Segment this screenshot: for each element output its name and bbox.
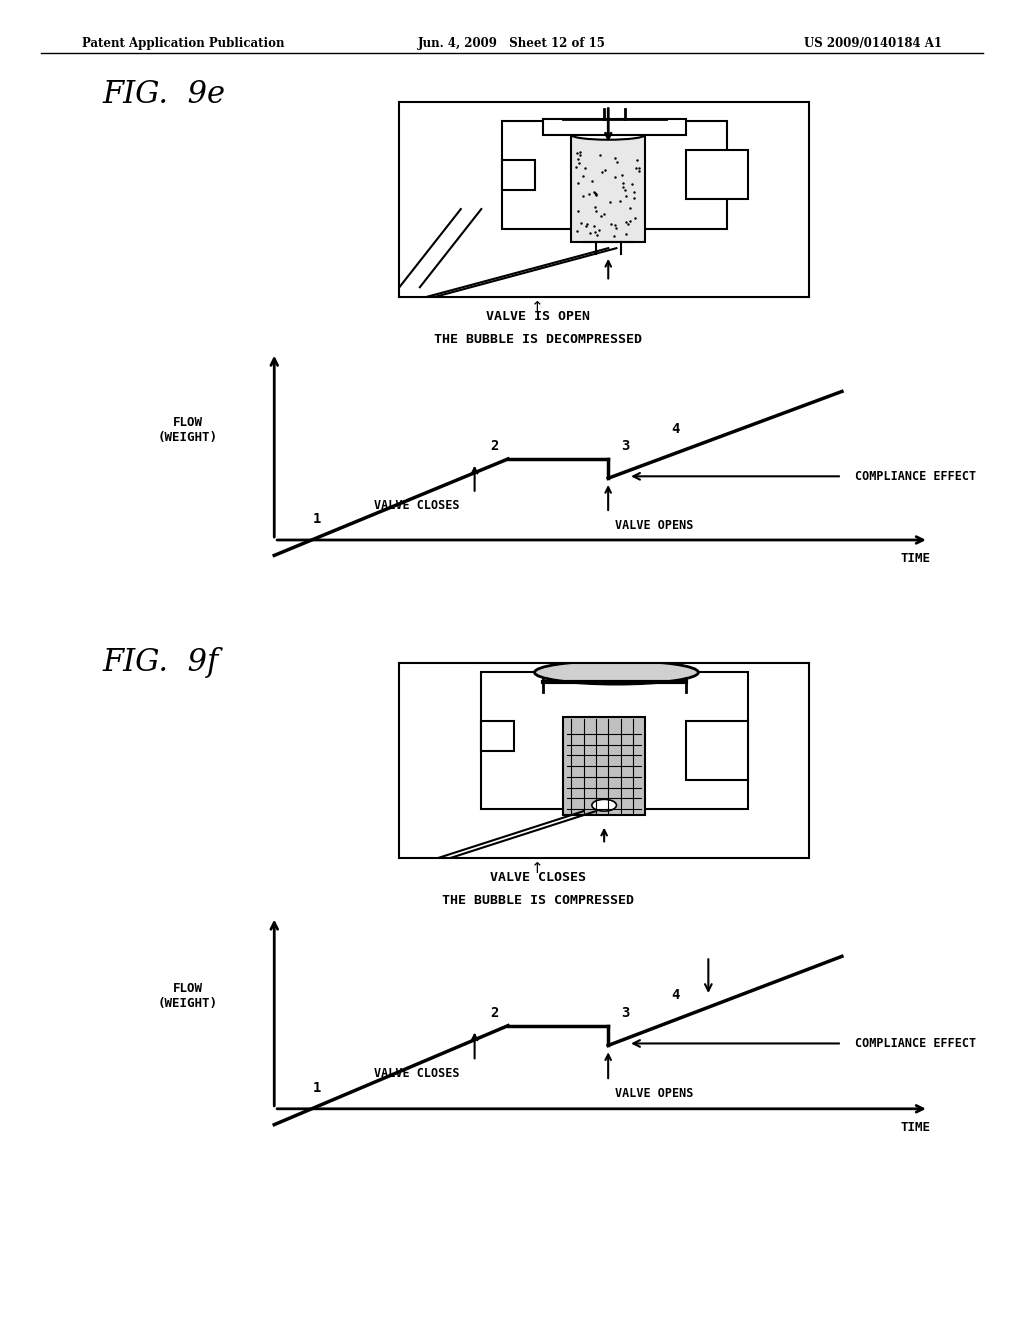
Text: VALVE CLOSES: VALVE CLOSES bbox=[375, 499, 460, 512]
Text: 3: 3 bbox=[622, 440, 630, 453]
Text: 4: 4 bbox=[671, 422, 679, 436]
FancyBboxPatch shape bbox=[481, 672, 748, 809]
Text: 3: 3 bbox=[622, 1006, 630, 1019]
Text: THE BUBBLE IS DECOMPRESSED: THE BUBBLE IS DECOMPRESSED bbox=[433, 333, 642, 346]
Text: VALVE OPENS: VALVE OPENS bbox=[614, 1088, 693, 1100]
Circle shape bbox=[592, 800, 616, 810]
FancyBboxPatch shape bbox=[563, 717, 645, 814]
Text: TIME: TIME bbox=[900, 552, 931, 565]
Text: TIME: TIME bbox=[900, 1121, 931, 1134]
FancyBboxPatch shape bbox=[502, 160, 535, 190]
Text: US 2009/0140184 A1: US 2009/0140184 A1 bbox=[804, 37, 942, 50]
FancyBboxPatch shape bbox=[543, 119, 686, 135]
Text: Jun. 4, 2009   Sheet 12 of 15: Jun. 4, 2009 Sheet 12 of 15 bbox=[418, 37, 606, 50]
Ellipse shape bbox=[535, 661, 698, 684]
Text: VALVE IS OPEN: VALVE IS OPEN bbox=[485, 310, 590, 323]
Ellipse shape bbox=[571, 129, 645, 140]
Text: ↑: ↑ bbox=[531, 861, 544, 875]
FancyBboxPatch shape bbox=[502, 121, 727, 228]
Text: 4: 4 bbox=[671, 987, 679, 1002]
Text: 2: 2 bbox=[490, 440, 499, 453]
Text: FIG.  9f: FIG. 9f bbox=[102, 647, 219, 677]
Text: FLOW
(WEIGHT): FLOW (WEIGHT) bbox=[158, 982, 217, 1010]
Text: FLOW
(WEIGHT): FLOW (WEIGHT) bbox=[158, 416, 217, 444]
Text: 1: 1 bbox=[312, 512, 321, 527]
Text: FIG.  9e: FIG. 9e bbox=[102, 79, 225, 110]
FancyBboxPatch shape bbox=[481, 721, 514, 751]
Text: VALVE OPENS: VALVE OPENS bbox=[614, 519, 693, 532]
Circle shape bbox=[404, 301, 423, 310]
Text: Patent Application Publication: Patent Application Publication bbox=[82, 37, 285, 50]
Text: 2: 2 bbox=[490, 1006, 499, 1019]
Text: ↑: ↑ bbox=[531, 300, 544, 314]
Text: VALVE CLOSES: VALVE CLOSES bbox=[375, 1067, 460, 1080]
FancyBboxPatch shape bbox=[686, 150, 748, 199]
Text: VALVE CLOSES: VALVE CLOSES bbox=[489, 871, 586, 884]
FancyBboxPatch shape bbox=[571, 135, 645, 243]
Text: COMPLIANCE EFFECT: COMPLIANCE EFFECT bbox=[855, 1038, 977, 1049]
Text: THE BUBBLE IS COMPRESSED: THE BUBBLE IS COMPRESSED bbox=[441, 894, 634, 907]
Text: COMPLIANCE EFFECT: COMPLIANCE EFFECT bbox=[855, 470, 977, 483]
Text: 1: 1 bbox=[312, 1081, 321, 1096]
FancyBboxPatch shape bbox=[686, 721, 748, 780]
